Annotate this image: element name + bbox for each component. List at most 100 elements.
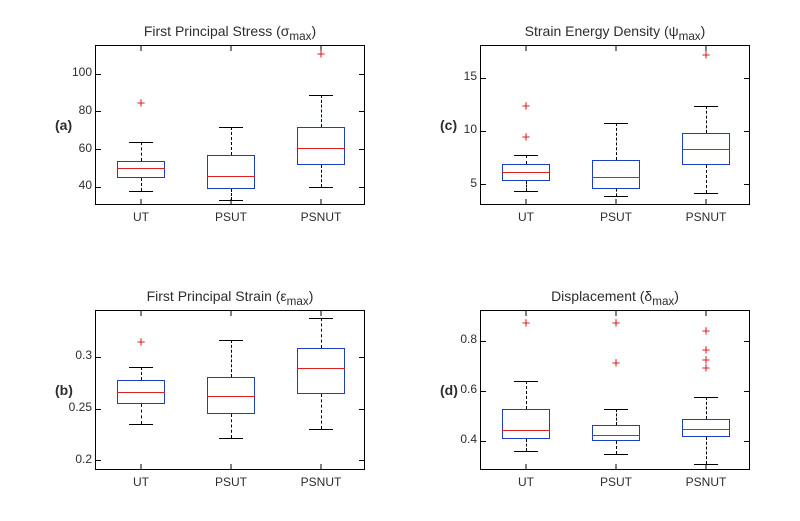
ytick-label: 80 [79, 103, 92, 117]
ytick-mark [481, 184, 486, 185]
boxplot-cap [129, 367, 153, 368]
panel-c: Strain Energy Density (ψmax)(c)51015UT++… [480, 45, 750, 205]
boxplot-cap [694, 397, 718, 398]
boxplot-median [682, 429, 731, 430]
figure: First Principal Stress (σmax)(a)40608010… [0, 0, 800, 521]
boxplot-median [207, 176, 256, 177]
xtick-mark [231, 46, 232, 51]
xtick-label: UT [518, 210, 534, 224]
title-sub: max [287, 295, 309, 308]
xtick-mark [526, 46, 527, 51]
panel-title-c: Strain Energy Density (ψmax) [480, 23, 750, 43]
xtick-label: PSNUT [686, 475, 727, 489]
boxplot-median [297, 148, 346, 149]
boxplot-cap [604, 196, 628, 197]
xtick-label: UT [518, 475, 534, 489]
title-text: First Principal Strain (ε [147, 288, 287, 304]
boxplot-whisker [141, 178, 142, 191]
xtick-mark [321, 464, 322, 469]
ytick-mark [359, 74, 364, 75]
xtick-label: PSNUT [301, 475, 342, 489]
ytick-label: 15 [464, 69, 477, 83]
boxplot-median [592, 177, 641, 178]
xtick-mark [321, 311, 322, 316]
title-sub: max [289, 30, 311, 43]
boxplot-whisker [526, 181, 527, 191]
ytick-mark [96, 111, 101, 112]
ytick-mark [96, 149, 101, 150]
ytick-mark [96, 357, 101, 358]
boxplot-cap [219, 127, 243, 128]
xtick-mark [321, 199, 322, 204]
boxplot-cap [129, 142, 153, 143]
title-text: Displacement (δ [551, 288, 652, 304]
panel-label-a: (a) [55, 117, 72, 133]
ytick-mark [744, 131, 749, 132]
xtick-mark [526, 464, 527, 469]
boxplot-cap [514, 381, 538, 382]
xtick-label: PSUT [600, 210, 632, 224]
xtick-mark [616, 46, 617, 51]
boxplot-whisker [526, 381, 527, 409]
boxplot-whisker [706, 437, 707, 463]
panel-label-b: (b) [55, 382, 73, 398]
boxplot-cap [514, 451, 538, 452]
panel-d: Displacement (δmax)(d)0.40.60.8UT+PSUT++… [480, 310, 750, 470]
ytick-label: 0.4 [460, 432, 477, 446]
ytick-mark [359, 460, 364, 461]
boxplot-whisker [526, 155, 527, 165]
ytick-mark [744, 341, 749, 342]
boxplot-median [502, 430, 551, 431]
panel-a: First Principal Stress (σmax)(a)40608010… [95, 45, 365, 205]
boxplot-whisker [616, 409, 617, 425]
boxplot-cap [604, 409, 628, 410]
boxplot-cap [309, 318, 333, 319]
xtick-mark [526, 199, 527, 204]
boxplot-cap [694, 193, 718, 194]
boxplot-median [502, 172, 551, 173]
boxplot-whisker [321, 394, 322, 429]
boxplot-box [297, 348, 346, 393]
title-sub: max [679, 30, 701, 43]
boxplot-whisker [616, 441, 617, 454]
axes-box: 0.40.60.8UT+PSUT++PSNUT++++ [480, 310, 750, 470]
boxplot-cap [514, 155, 538, 156]
boxplot-whisker [706, 106, 707, 134]
boxplot-whisker [526, 439, 527, 452]
boxplot-median [207, 396, 256, 397]
boxplot-box [592, 160, 641, 189]
xtick-label: PSNUT [686, 210, 727, 224]
boxplot-cap [219, 340, 243, 341]
boxplot-whisker [231, 414, 232, 438]
ytick-label: 0.3 [75, 348, 92, 362]
ytick-mark [744, 78, 749, 79]
boxplot-cap [309, 429, 333, 430]
ytick-label: 40 [79, 178, 92, 192]
ytick-label: 5 [470, 176, 477, 190]
ytick-mark [359, 357, 364, 358]
ytick-mark [96, 460, 101, 461]
boxplot-cap [219, 438, 243, 439]
ytick-mark [96, 409, 101, 410]
boxplot-box [592, 425, 641, 441]
boxplot-cap [604, 454, 628, 455]
boxplot-whisker [231, 189, 232, 200]
boxplot-median [592, 435, 641, 436]
ytick-mark [359, 409, 364, 410]
boxplot-box [502, 409, 551, 439]
xtick-label: PSNUT [301, 210, 342, 224]
panel-label-c: (c) [440, 117, 457, 133]
panel-label-d: (d) [440, 382, 458, 398]
xtick-mark [616, 464, 617, 469]
title-text: Strain Energy Density (ψ [525, 23, 679, 39]
boxplot-whisker [141, 367, 142, 380]
ytick-label: 60 [79, 141, 92, 155]
boxplot-cap [694, 106, 718, 107]
panel-title-b: First Principal Strain (εmax) [95, 288, 365, 308]
xtick-label: PSUT [215, 475, 247, 489]
ytick-mark [359, 149, 364, 150]
boxplot-cap [309, 187, 333, 188]
ytick-label: 0.2 [75, 452, 92, 466]
ytick-mark [481, 441, 486, 442]
xtick-mark [231, 311, 232, 316]
